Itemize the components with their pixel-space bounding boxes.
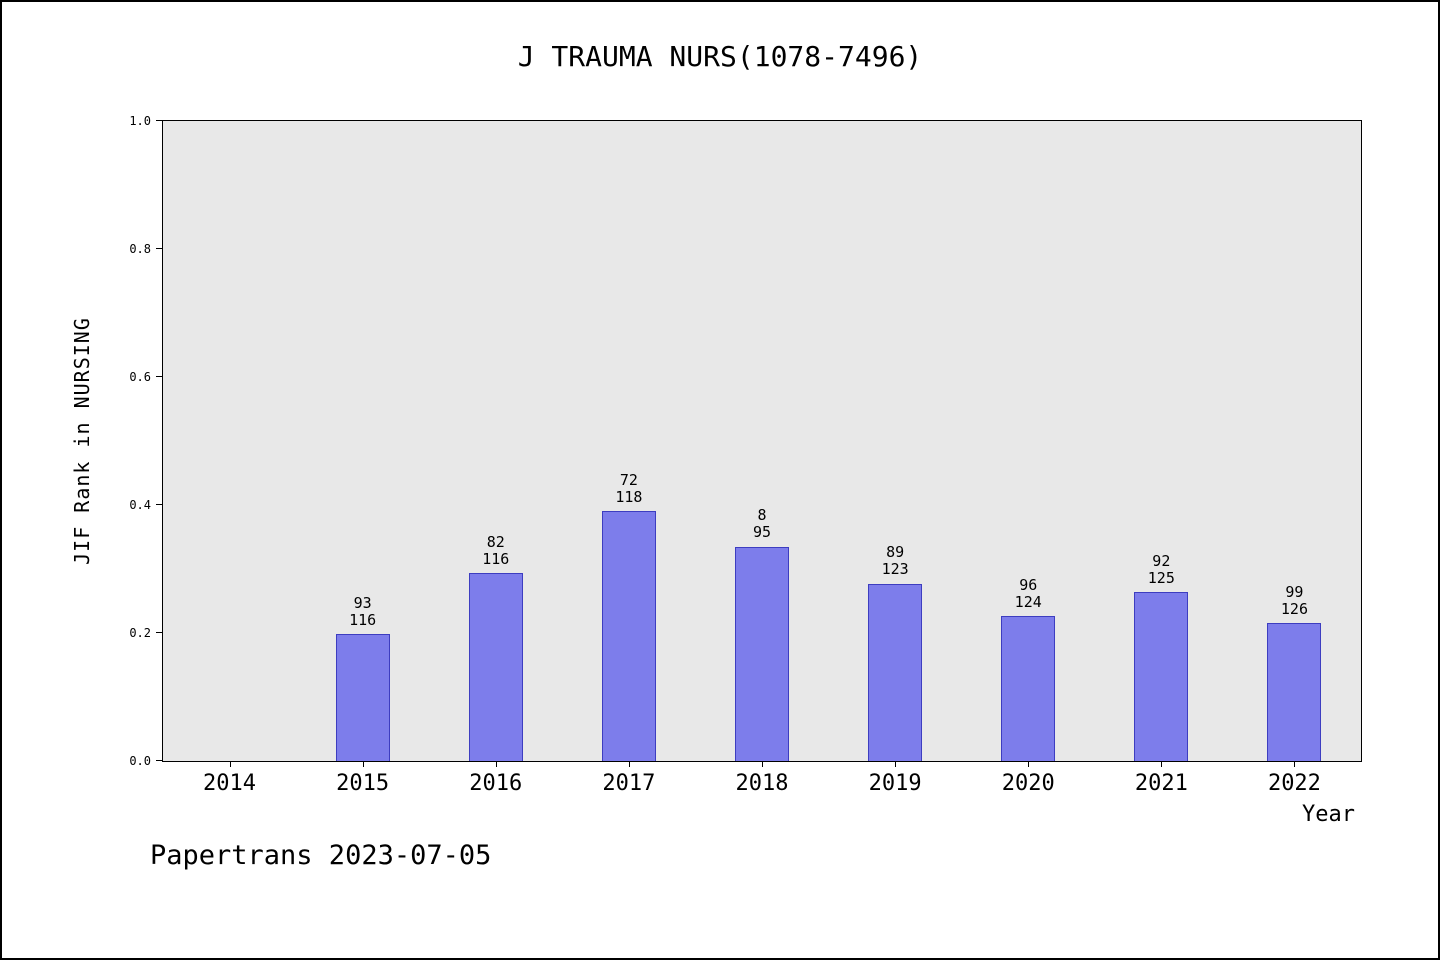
bar-2015 xyxy=(335,634,390,761)
x-tick-label-2015: 2015 xyxy=(336,771,390,796)
y-tick-mark xyxy=(156,376,163,377)
bar-2017 xyxy=(601,511,656,761)
bar-2018 xyxy=(735,546,789,761)
x-tick-mark xyxy=(1161,761,1163,767)
bar-value-line: 92 xyxy=(1152,551,1171,570)
x-tick-mark xyxy=(495,761,497,767)
bar-value-line: 8 xyxy=(757,506,767,525)
x-tick-label-2022: 2022 xyxy=(1267,771,1321,796)
bar-value-line: 118 xyxy=(615,488,643,507)
bar-2016 xyxy=(468,573,523,761)
bar-value-line: 82 xyxy=(486,532,505,551)
bar-2019 xyxy=(868,583,923,761)
bar-value-line: 72 xyxy=(619,470,638,489)
bar-value-label-2016: 82 116 xyxy=(482,532,510,569)
chart-title: J TRAUMA NURS(1078-7496) xyxy=(517,40,923,73)
bar-value-label-2017: 72 118 xyxy=(615,470,643,507)
y-tick-label: 0.0 xyxy=(129,754,151,768)
bar-value-label-2015: 93 116 xyxy=(349,593,377,630)
x-tick-mark xyxy=(362,761,364,767)
bar-value-label-2020: 96 124 xyxy=(1014,575,1042,612)
bar-value-label-2018: 8 95 xyxy=(752,506,772,542)
bar-value-line: 116 xyxy=(349,611,377,630)
bar-value-label-2022: 99 126 xyxy=(1280,582,1308,619)
y-tick-label: 0.2 xyxy=(129,626,151,640)
x-tick-mark xyxy=(762,761,763,767)
x-tick-label-2020: 2020 xyxy=(1001,771,1055,796)
x-tick-label-2021: 2021 xyxy=(1134,771,1188,796)
y-tick-label: 0.4 xyxy=(129,498,151,512)
bar-value-line: 99 xyxy=(1285,582,1304,601)
y-tick-label: 1.0 xyxy=(129,114,151,128)
bar-value-line: 96 xyxy=(1019,575,1038,594)
y-tick-mark xyxy=(156,120,163,121)
x-tick-label-2017: 2017 xyxy=(602,771,656,796)
bar-value-line: 95 xyxy=(752,523,772,542)
bar-value-line: 116 xyxy=(482,550,510,569)
x-tick-mark xyxy=(1028,761,1030,767)
x-tick-mark xyxy=(628,761,630,767)
bar-2022 xyxy=(1267,623,1322,761)
bar-value-line: 123 xyxy=(881,560,909,579)
bar-2021 xyxy=(1134,592,1189,761)
y-tick-label: 0.8 xyxy=(129,242,151,256)
y-axis-label: JIF Rank in NURSING xyxy=(70,317,94,565)
bar-value-line: 89 xyxy=(886,543,905,562)
x-axis-label: Year xyxy=(1302,802,1355,827)
bar-2020 xyxy=(1001,616,1056,761)
x-tick-label-2019: 2019 xyxy=(868,771,922,796)
bar-value-label-2019: 89 123 xyxy=(881,543,909,579)
y-tick-mark xyxy=(156,504,163,505)
bar-value-line: 126 xyxy=(1280,600,1308,619)
x-tick-mark xyxy=(229,761,231,767)
footer-text: Papertrans 2023-07-05 xyxy=(150,840,492,871)
bar-value-line: 93 xyxy=(353,593,372,612)
plot-area: 0.0 0.2 0.4 0.6 0.8 1.0 2014 2015 93 116 2016 82 116… xyxy=(129,114,1362,796)
bar-value-line: 124 xyxy=(1014,593,1042,612)
x-tick-mark xyxy=(1294,761,1296,767)
x-tick-label-2018: 2018 xyxy=(735,771,789,796)
bar-value-line: 125 xyxy=(1147,568,1175,587)
x-tick-label-2014: 2014 xyxy=(203,771,257,796)
y-tick-mark xyxy=(156,248,163,249)
y-tick-mark xyxy=(156,760,163,761)
x-tick-mark xyxy=(895,761,897,767)
y-tick-mark xyxy=(156,632,163,633)
bar-value-label-2021: 92 125 xyxy=(1147,551,1175,588)
x-tick-label-2016: 2016 xyxy=(469,771,523,796)
y-tick-label: 0.6 xyxy=(129,370,151,384)
